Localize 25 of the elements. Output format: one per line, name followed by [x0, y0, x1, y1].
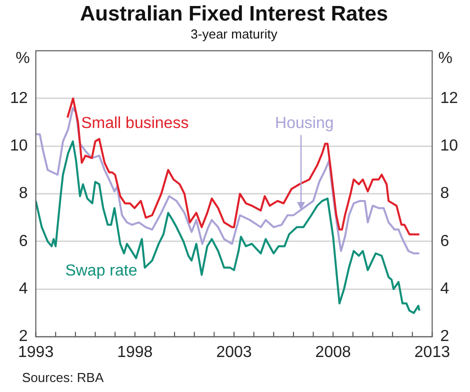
y-tick-label: 10 [10, 138, 28, 155]
y2-tick-label: 6 [440, 232, 450, 250]
x-tick-label: 1993 [18, 344, 54, 361]
y-tick-label: 12 [10, 90, 28, 107]
series-label: Small business [81, 114, 189, 132]
chart-title: Australian Fixed Interest Rates [80, 2, 388, 26]
y2-tick-label: 10 [440, 138, 458, 155]
x-tick-label: 2008 [315, 344, 351, 361]
y-axis-title: % [16, 50, 30, 68]
source-note: Sources: RBA [22, 370, 104, 385]
y-tick-label: 8 [18, 185, 28, 202]
y2-tick-label: 12 [440, 90, 458, 107]
y-tick-label: 4 [18, 280, 28, 298]
x-tick-label: 2003 [216, 344, 252, 361]
y2-tick-label: 4 [440, 280, 450, 298]
series-label: Swap rate [65, 262, 138, 280]
annotation: Housing [275, 114, 334, 132]
y2-tick-label: 8 [440, 185, 450, 202]
x-tick-label: 1998 [117, 344, 153, 361]
x-tick-label: 2013 [414, 344, 450, 361]
y-tick-label: 6 [18, 232, 28, 250]
chart-subtitle: 3-year maturity [190, 26, 278, 42]
y2-axis-title: % [438, 50, 452, 68]
y2-tick-label: 2 [440, 328, 450, 346]
y-tick-label: 2 [18, 328, 28, 346]
